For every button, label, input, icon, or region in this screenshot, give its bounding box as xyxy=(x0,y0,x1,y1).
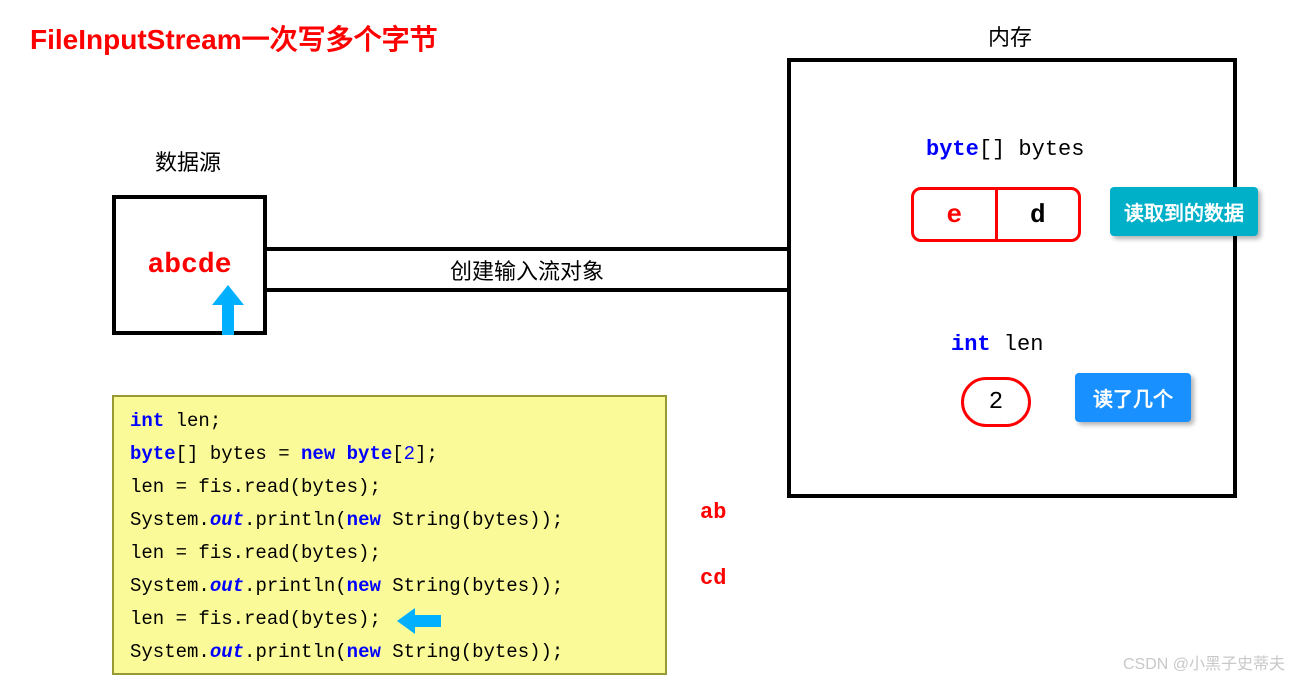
code-line: System.out.println(new String(bytes)); xyxy=(130,504,649,537)
watermark: CSDN @小黑子史蒂夫 xyxy=(1123,650,1285,674)
code-line: len = fis.read(bytes); xyxy=(130,471,649,504)
data-source-label: 数据源 xyxy=(155,145,221,177)
code-line: System.out.println(new String(bytes)); xyxy=(130,570,649,603)
arrow-up-icon xyxy=(210,283,246,348)
output-cd: cd xyxy=(700,566,726,591)
code-line: int len; xyxy=(130,405,649,438)
byte-cell-1: d xyxy=(998,190,1079,239)
int-decl: int len xyxy=(951,332,1043,357)
data-source-content: abcde xyxy=(147,250,231,281)
memory-label: 内存 xyxy=(988,20,1032,52)
code-box: int len;byte[] bytes = new byte[2];len =… xyxy=(112,395,667,675)
code-line: System.out.println(new String(bytes)); xyxy=(130,636,649,669)
byte-cell-0: e xyxy=(914,190,998,239)
byte-decl: byte[] bytes xyxy=(926,137,1084,162)
badge-read-count: 读了几个 xyxy=(1075,373,1191,422)
page-title: FileInputStream一次写多个字节 xyxy=(30,18,438,58)
pipe-label: 创建输入流对象 xyxy=(450,254,604,286)
code-line: byte[] bytes = new byte[2]; xyxy=(130,438,649,471)
pipe: 创建输入流对象 xyxy=(267,247,787,292)
code-line: len = fis.read(bytes); xyxy=(130,537,649,570)
len-oval: 2 xyxy=(961,377,1031,427)
badge-read-data: 读取到的数据 xyxy=(1110,187,1258,236)
arrow-left-icon xyxy=(395,606,445,641)
byte-cells: e d xyxy=(911,187,1081,242)
code-line: len = fis.read(bytes); xyxy=(130,603,649,636)
memory-box: byte[] bytes e d int len 2 xyxy=(787,58,1237,498)
output-ab: ab xyxy=(700,500,726,525)
